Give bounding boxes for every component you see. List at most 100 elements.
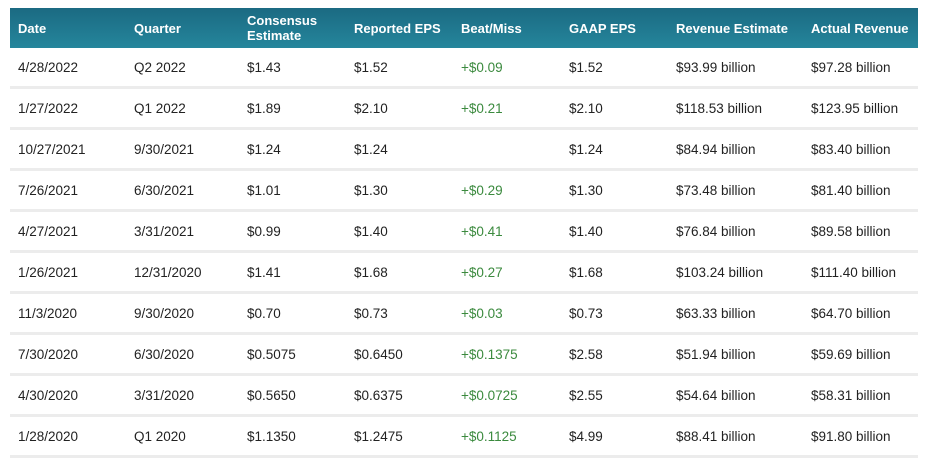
table-cell: +$0.0725 (453, 374, 561, 417)
table-cell: $0.99 (239, 210, 346, 253)
table-cell: $1.52 (346, 48, 453, 89)
table-cell: $0.5075 (239, 333, 346, 376)
table-cell: +$0.09 (453, 48, 561, 89)
table-cell: $63.33 billion (668, 292, 803, 335)
table-cell: $118.53 billion (668, 87, 803, 130)
table-cell: 1/27/2022 (10, 87, 126, 130)
table-cell: 7/30/2020 (10, 333, 126, 376)
table-cell: +$0.1125 (453, 415, 561, 458)
table-cell: 11/3/2020 (10, 292, 126, 335)
table-cell: $83.40 billion (803, 128, 918, 171)
column-header: Consensus Estimate (239, 8, 346, 48)
table-cell: $76.84 billion (668, 210, 803, 253)
table-cell: $97.28 billion (803, 48, 918, 89)
table-cell: $1.68 (561, 251, 668, 294)
table-cell: $1.30 (346, 169, 453, 212)
table-cell: 10/27/2021 (10, 128, 126, 171)
table-cell: $93.99 billion (668, 48, 803, 89)
table-cell: $2.10 (561, 87, 668, 130)
column-header: GAAP EPS (561, 8, 668, 48)
table-cell: $123.95 billion (803, 87, 918, 130)
table-row: 7/30/2020 6/30/2020 $0.5075 $0.6450 +$0.1375… (10, 333, 918, 376)
table-cell: $1.52 (561, 48, 668, 89)
table-row: 4/28/2022 Q2 2022 $1.43 $1.52 +$0.09 $1.52 $93… (10, 48, 918, 89)
table-row: 11/3/2020 9/30/2020 $0.70 $0.73 +$0.03 $0.73 $… (10, 292, 918, 335)
table-cell: $1.24 (346, 128, 453, 171)
table-cell: $1.41 (239, 251, 346, 294)
table-cell: Q2 2022 (126, 48, 239, 89)
table-cell: $1.24 (239, 128, 346, 171)
table-cell: $2.58 (561, 333, 668, 376)
table-cell: +$0.21 (453, 87, 561, 130)
table-cell: 1/26/2021 (10, 251, 126, 294)
column-header: Reported EPS (346, 8, 453, 48)
table-row: 4/27/2021 3/31/2021 $0.99 $1.40 +$0.41 $1.40 $… (10, 210, 918, 253)
table-cell: $81.40 billion (803, 169, 918, 212)
table-cell: +$0.1375 (453, 333, 561, 376)
table-cell: $89.58 billion (803, 210, 918, 253)
table-row: 1/26/2021 12/31/2020 $1.41 $1.68 +$0.27 $1.68… (10, 251, 918, 294)
table-cell: +$0.03 (453, 292, 561, 335)
table-cell: $111.40 billion (803, 251, 918, 294)
table-cell: 4/27/2021 (10, 210, 126, 253)
table-cell: $1.30 (561, 169, 668, 212)
table-cell: 9/30/2021 (126, 128, 239, 171)
column-header: Actual Revenue (803, 8, 918, 48)
table-cell: $1.24 (561, 128, 668, 171)
table-cell: $54.64 billion (668, 374, 803, 417)
table-cell: $0.73 (346, 292, 453, 335)
table-cell: 6/30/2021 (126, 169, 239, 212)
header-row: Date Quarter Consensus Estimate Reported EP… (10, 8, 918, 48)
table-body: 4/28/2022 Q2 2022 $1.43 $1.52 +$0.09 $1.52 $93… (10, 48, 918, 458)
table-cell: $84.94 billion (668, 128, 803, 171)
table-cell: $103.24 billion (668, 251, 803, 294)
table-cell: $59.69 billion (803, 333, 918, 376)
table-cell: $2.10 (346, 87, 453, 130)
table-cell: 6/30/2020 (126, 333, 239, 376)
column-header: Beat/Miss (453, 8, 561, 48)
table-row: 7/26/2021 6/30/2021 $1.01 $1.30 +$0.29 $1.30 $… (10, 169, 918, 212)
table-cell: $0.6450 (346, 333, 453, 376)
column-header: Quarter (126, 8, 239, 48)
table-cell: $0.70 (239, 292, 346, 335)
table-cell: $1.68 (346, 251, 453, 294)
table-cell: $1.1350 (239, 415, 346, 458)
table-cell: 4/30/2020 (10, 374, 126, 417)
table-cell: 9/30/2020 (126, 292, 239, 335)
column-header: Date (10, 8, 126, 48)
table-row: 4/30/2020 3/31/2020 $0.5650 $0.6375 +$0.0725… (10, 374, 918, 417)
table-cell: Q1 2022 (126, 87, 239, 130)
table-cell: $0.5650 (239, 374, 346, 417)
table-cell: 1/28/2020 (10, 415, 126, 458)
table-cell: 3/31/2021 (126, 210, 239, 253)
table-cell (453, 128, 561, 171)
table-cell: $1.40 (561, 210, 668, 253)
table-cell: +$0.27 (453, 251, 561, 294)
table-cell: 7/26/2021 (10, 169, 126, 212)
table-cell: +$0.41 (453, 210, 561, 253)
table-cell: Q1 2020 (126, 415, 239, 458)
table-cell: 4/28/2022 (10, 48, 126, 89)
table-cell: $91.80 billion (803, 415, 918, 458)
column-header: Revenue Estimate (668, 8, 803, 48)
table-cell: $1.2475 (346, 415, 453, 458)
table-row: 1/27/2022 Q1 2022 $1.89 $2.10 +$0.21 $2.10 $11… (10, 87, 918, 130)
table-cell: $1.43 (239, 48, 346, 89)
table-cell: 3/31/2020 (126, 374, 239, 417)
table-cell: $1.89 (239, 87, 346, 130)
table-row: 1/28/2020 Q1 2020 $1.1350 $1.2475 +$0.1125 $4… (10, 415, 918, 458)
table-cell: $88.41 billion (668, 415, 803, 458)
table-cell: $1.40 (346, 210, 453, 253)
earnings-table: Date Quarter Consensus Estimate Reported EP… (10, 8, 918, 458)
table-cell: $0.73 (561, 292, 668, 335)
table-cell: 12/31/2020 (126, 251, 239, 294)
table-cell: $73.48 billion (668, 169, 803, 212)
table-cell: $58.31 billion (803, 374, 918, 417)
table-cell: $0.6375 (346, 374, 453, 417)
table-cell: $64.70 billion (803, 292, 918, 335)
table-cell: $2.55 (561, 374, 668, 417)
table-cell: +$0.29 (453, 169, 561, 212)
table-cell: $4.99 (561, 415, 668, 458)
table-cell: $1.01 (239, 169, 346, 212)
